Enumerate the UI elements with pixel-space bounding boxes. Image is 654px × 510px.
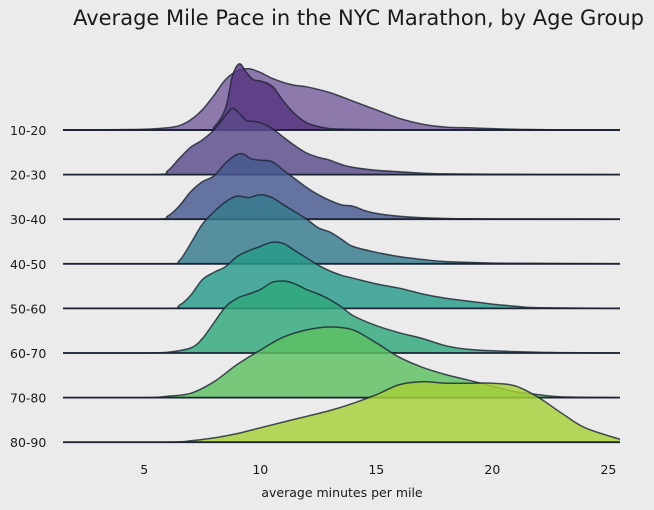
x-axis-title: average minutes per mile bbox=[261, 485, 423, 500]
ridge-area-70-80-7 bbox=[63, 327, 620, 398]
ridge-area-60-70-6 bbox=[63, 280, 620, 353]
chart-title: Average Mile Pace in the NYC Marathon, b… bbox=[73, 6, 644, 30]
category-labels: 10-20 20-30 30-40 40-50 50-60 60-70 70-80 80-90 bbox=[10, 123, 46, 450]
category-label-50-60: 50-60 bbox=[10, 301, 46, 316]
ridges-group bbox=[62, 63, 621, 444]
category-label-40-50: 40-50 bbox=[10, 257, 46, 272]
category-label-60-70: 60-70 bbox=[10, 346, 46, 361]
ridge-line-40-50-4 bbox=[62, 193, 621, 265]
ridge-line-80-90-8 bbox=[62, 380, 621, 443]
category-label-70-80: 70-80 bbox=[10, 391, 46, 406]
category-label-30-40: 30-40 bbox=[10, 212, 46, 227]
x-tick-label-25: 25 bbox=[600, 462, 616, 477]
ridge-line-20-30-2 bbox=[63, 107, 621, 176]
category-label-10-20: 10-20 bbox=[10, 123, 46, 138]
ridge-area-80-90-8 bbox=[63, 381, 620, 443]
x-tick-label-5: 5 bbox=[140, 462, 148, 477]
x-axis-ticks: 5 10 15 20 25 bbox=[140, 462, 616, 477]
ridge-area-20-30-2 bbox=[63, 108, 620, 175]
ridge-line-60-70-6 bbox=[63, 280, 621, 354]
ridge-line-10-20-0 bbox=[62, 68, 620, 131]
x-tick-label-15: 15 bbox=[368, 462, 384, 477]
ridge-area-40-50-4 bbox=[63, 194, 620, 264]
ridge-area-10-20-0 bbox=[63, 68, 620, 130]
category-label-80-90: 80-90 bbox=[10, 435, 46, 450]
category-label-20-30: 20-30 bbox=[10, 168, 46, 183]
ridge-area-30-40-3 bbox=[63, 153, 620, 220]
ridge-line-30-40-3 bbox=[63, 152, 621, 220]
ridge-area-50-60-5 bbox=[63, 242, 620, 309]
x-tick-label-20: 20 bbox=[484, 462, 500, 477]
ridge-line-50-60-5 bbox=[63, 241, 621, 310]
x-tick-label-10: 10 bbox=[252, 462, 268, 477]
